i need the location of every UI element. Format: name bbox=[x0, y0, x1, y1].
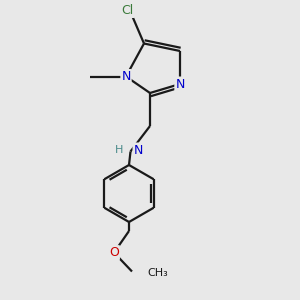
Text: N: N bbox=[175, 77, 185, 91]
Text: CH₃: CH₃ bbox=[147, 268, 168, 278]
Text: H: H bbox=[115, 145, 123, 155]
Text: N: N bbox=[121, 70, 131, 83]
Text: N: N bbox=[134, 143, 143, 157]
Text: O: O bbox=[109, 246, 119, 259]
Text: Cl: Cl bbox=[122, 4, 134, 17]
